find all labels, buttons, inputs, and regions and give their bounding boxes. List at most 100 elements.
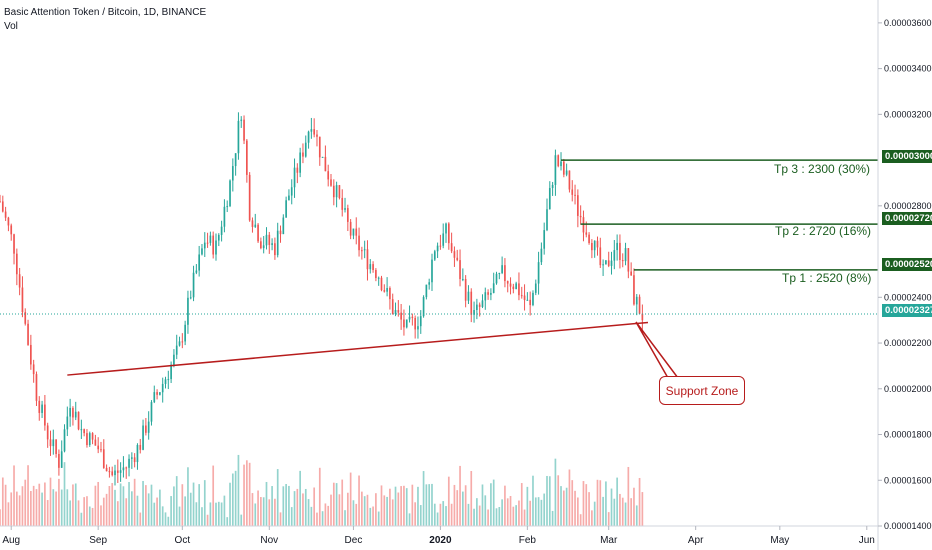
candle-body <box>464 279 467 301</box>
volume-bar <box>133 478 136 526</box>
candle-body <box>27 323 29 345</box>
tp3-price-tag: 0.00003000 <box>882 150 932 163</box>
volume-bar <box>10 492 13 526</box>
candle-body <box>369 264 372 270</box>
candle-body <box>338 185 341 198</box>
tp1-label: Tp 1 : 2520 (8%) <box>782 271 872 285</box>
volume-bar <box>293 491 296 526</box>
volume-bar <box>150 484 153 526</box>
candle-body <box>130 457 133 459</box>
candle-body <box>304 142 307 157</box>
volume-bar <box>279 512 282 526</box>
candle-body <box>487 292 489 295</box>
volume-bar <box>495 508 498 526</box>
candle-body <box>599 247 602 266</box>
candle-body <box>431 259 433 283</box>
volume-bar <box>290 507 293 526</box>
volume-bar <box>490 483 492 526</box>
volume-bar <box>66 489 69 526</box>
candle-body <box>44 404 46 426</box>
candle-body <box>476 304 478 311</box>
y-tick-label: 0.00002800 <box>884 201 932 211</box>
candle-body <box>361 250 363 252</box>
chart-title: Basic Attention Token / Bitcoin, 1D, BIN… <box>4 7 207 18</box>
volume-bar <box>167 516 170 526</box>
volume-bar <box>534 497 537 526</box>
candle-body <box>164 379 167 384</box>
volume-bar <box>593 501 596 526</box>
volume-bar <box>262 497 265 526</box>
candle-body <box>260 241 262 249</box>
candle-body <box>290 187 293 196</box>
volume-bar <box>462 491 464 526</box>
candle-body <box>265 234 268 246</box>
volume-bar <box>195 502 198 526</box>
candle-body <box>161 383 164 393</box>
candle-body <box>490 292 492 295</box>
x-tick-label: Nov <box>260 535 278 546</box>
volume-bar <box>526 486 529 526</box>
candle-body <box>58 453 60 468</box>
volume-bar <box>187 467 189 526</box>
candle-body <box>554 155 557 185</box>
candle-body <box>142 425 144 450</box>
price-axis: 0.00003600 0.00003400 0.00003200 0.00002800… <box>877 0 932 550</box>
candle-body <box>237 120 240 154</box>
volume-bar <box>153 502 156 526</box>
volume-bar <box>231 473 234 526</box>
volume-bar <box>546 475 548 526</box>
candle-body <box>178 341 181 346</box>
volume-bar <box>32 485 35 526</box>
candle-body <box>518 283 520 296</box>
candle-body <box>262 245 265 249</box>
x-tick-label: Dec <box>345 535 363 546</box>
volume-bar <box>363 496 366 526</box>
volume-bar <box>335 483 338 526</box>
candle-body <box>588 234 590 244</box>
volume-bar <box>318 467 321 526</box>
candle-body <box>114 470 116 476</box>
volume-bar <box>201 507 203 526</box>
candle-body <box>498 273 501 275</box>
volume-bar <box>130 491 133 526</box>
candle-body <box>198 254 201 271</box>
candle-body <box>495 273 498 284</box>
candle-body <box>557 155 560 167</box>
candle-body <box>119 470 122 473</box>
candle-body <box>175 345 178 355</box>
volume-bar <box>439 503 442 526</box>
candle-body <box>316 134 318 137</box>
candle-body <box>624 248 627 262</box>
volume-bar <box>122 486 125 526</box>
candle-body <box>577 195 579 216</box>
volume-bar <box>641 492 644 526</box>
volume-bar <box>173 486 175 526</box>
candle-body <box>352 228 355 236</box>
volume-bar <box>234 470 237 526</box>
volume-bar <box>478 505 481 526</box>
candle-body <box>145 425 147 433</box>
volume-bar <box>372 506 374 526</box>
candle-body <box>159 392 161 395</box>
volume-bar <box>184 496 186 526</box>
candle-body <box>344 208 346 210</box>
candle-body <box>226 206 229 208</box>
candle-body <box>184 324 186 342</box>
volume-bar <box>209 502 212 526</box>
candle-body <box>414 317 416 330</box>
volume-bar <box>442 501 445 526</box>
candle-body <box>86 433 88 446</box>
y-tick-label: 0.00003400 <box>884 64 932 74</box>
volume-bar <box>310 506 313 526</box>
volume-bar <box>111 483 114 526</box>
candle-body <box>635 296 638 305</box>
y-tick-label: 0.00001600 <box>884 475 932 485</box>
y-tick-label: 0.00001400 <box>884 521 932 531</box>
candle-body <box>540 248 543 263</box>
volume-bar <box>338 494 341 526</box>
volume-bar <box>487 509 489 526</box>
volume-bar <box>627 466 630 526</box>
volume-bar <box>520 483 523 526</box>
candle-body <box>74 411 77 418</box>
